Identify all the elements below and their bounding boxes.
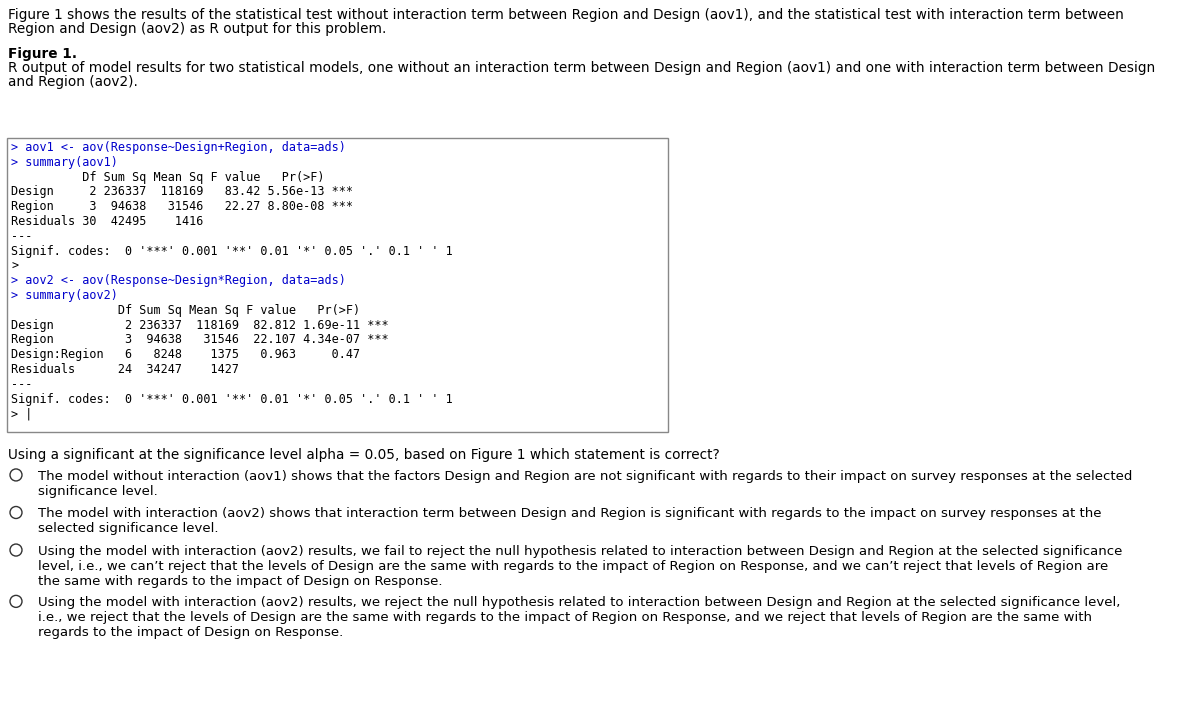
Text: Figure 1 shows the results of the statistical test without interaction term betw: Figure 1 shows the results of the statis…: [8, 8, 1124, 22]
Text: Using the model with interaction (aov2) results, we reject the null hypothesis r: Using the model with interaction (aov2) …: [38, 596, 1121, 639]
Bar: [7, 138, 668, 432]
Text: Residuals 30  42495    1416: Residuals 30 42495 1416: [11, 215, 353, 228]
Text: ---: ---: [11, 378, 32, 391]
Text: and Region (aov2).: and Region (aov2).: [8, 75, 138, 89]
Text: Figure 1.: Figure 1.: [8, 48, 77, 61]
Text: Region     3  94638   31546   22.27 8.80e-08 ***: Region 3 94638 31546 22.27 8.80e-08 ***: [11, 200, 353, 213]
Text: The model without interaction (aov1) shows that the factors Design and Region ar: The model without interaction (aov1) sho…: [38, 470, 1133, 497]
Text: ---: ---: [11, 230, 32, 243]
Text: > |: > |: [11, 407, 32, 420]
Text: Region and Design (aov2) as R output for this problem.: Region and Design (aov2) as R output for…: [8, 22, 386, 35]
Text: > aov2 <- aov(Response~Design*Region, data=ads): > aov2 <- aov(Response~Design*Region, da…: [11, 274, 346, 287]
Text: > summary(aov2): > summary(aov2): [11, 289, 118, 302]
Text: Using a significant at the significance level alpha = 0.05, based on Figure 1 wh: Using a significant at the significance …: [8, 448, 720, 462]
Text: Signif. codes:  0 '***' 0.001 '**' 0.01 '*' 0.05 '.' 0.1 ' ' 1: Signif. codes: 0 '***' 0.001 '**' 0.01 '…: [11, 393, 452, 406]
Text: Design          2 236337  118169  82.812 1.69e-11 ***: Design 2 236337 118169 82.812 1.69e-11 *…: [11, 318, 389, 331]
Text: Residuals      24  34247    1427: Residuals 24 34247 1427: [11, 363, 389, 376]
Text: Design     2 236337  118169   83.42 5.56e-13 ***: Design 2 236337 118169 83.42 5.56e-13 **…: [11, 186, 353, 199]
Text: Df Sum Sq Mean Sq F value   Pr(>F): Df Sum Sq Mean Sq F value Pr(>F): [11, 170, 353, 183]
Text: Region          3  94638   31546  22.107 4.34e-07 ***: Region 3 94638 31546 22.107 4.34e-07 ***: [11, 334, 389, 347]
Text: > aov1 <- aov(Response~Design+Region, data=ads): > aov1 <- aov(Response~Design+Region, da…: [11, 141, 346, 154]
Text: >: >: [11, 259, 18, 272]
Text: R output of model results for two statistical models, one without an interaction: R output of model results for two statis…: [8, 61, 1156, 75]
Text: Using the model with interaction (aov2) results, we fail to reject the null hypo: Using the model with interaction (aov2) …: [38, 545, 1122, 588]
Text: Signif. codes:  0 '***' 0.001 '**' 0.01 '*' 0.05 '.' 0.1 ' ' 1: Signif. codes: 0 '***' 0.001 '**' 0.01 '…: [11, 245, 452, 258]
Text: The model with interaction (aov2) shows that interaction term between Design and: The model with interaction (aov2) shows …: [38, 508, 1102, 535]
Text: Design:Region   6   8248    1375   0.963     0.47: Design:Region 6 8248 1375 0.963 0.47: [11, 348, 389, 361]
Text: > summary(aov1): > summary(aov1): [11, 156, 118, 169]
Text: Df Sum Sq Mean Sq F value   Pr(>F): Df Sum Sq Mean Sq F value Pr(>F): [11, 304, 389, 317]
